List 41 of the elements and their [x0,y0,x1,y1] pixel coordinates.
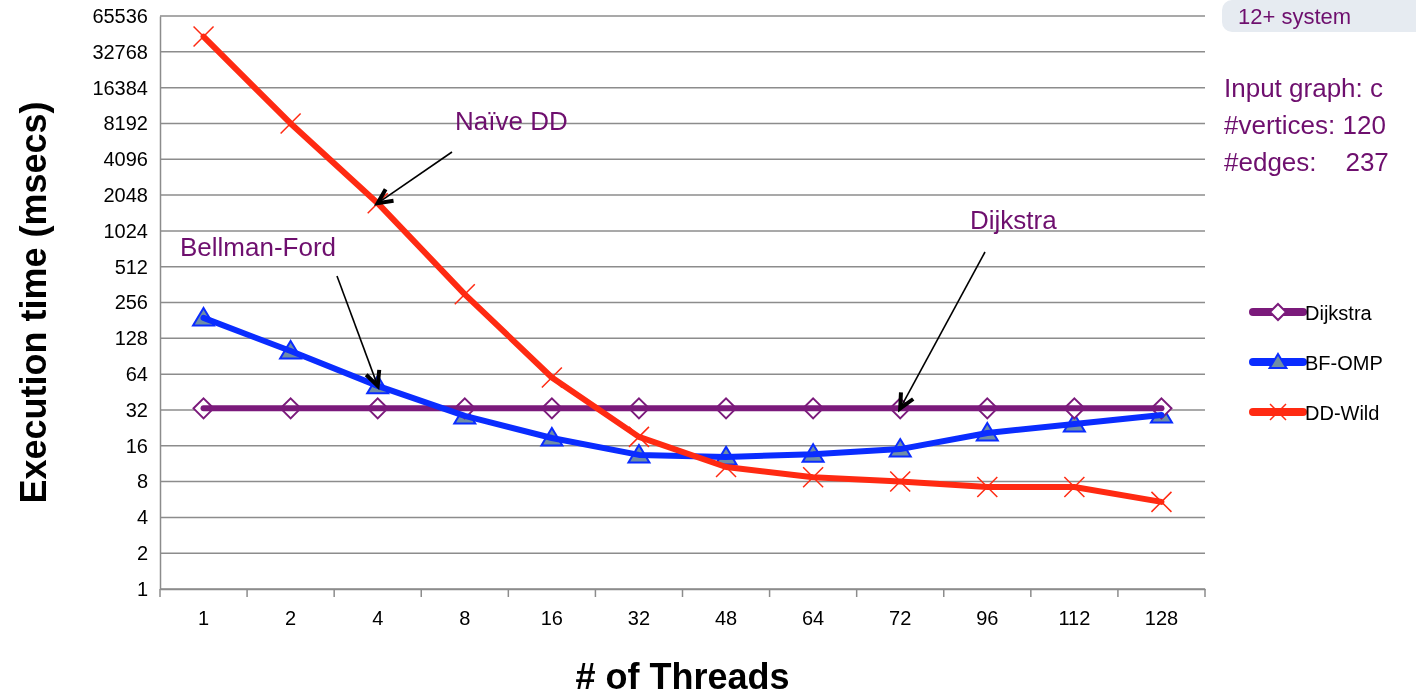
x-axis-title: # of Threads [575,656,790,693]
y-tick-label: 32 [125,398,148,421]
x-tick-label: 8 [459,607,471,630]
y-tick-label: 64 [125,363,148,386]
y-tick-label: 128 [114,327,148,350]
y-tick-label: 4096 [103,148,148,171]
x-tick-label: 1 [197,607,210,630]
y-tick-label: 2048 [103,183,148,206]
y-tick-label: 32768 [92,40,148,63]
y-tick-label: 512 [114,255,148,278]
y-tick-label: 16 [125,434,148,457]
y-tick-label: 16384 [92,76,148,99]
x-tick-label: 128 [1144,607,1179,630]
y-axis-title: Execution time (msecs) [13,101,54,504]
x-tick-label: 64 [802,607,825,630]
annotation: Naïve DD [455,106,568,136]
text: Input graph: c [1224,73,1383,103]
x-tick-label: 112 [1058,607,1091,630]
y-tick-label: 4 [136,506,148,529]
y-tick-label: 256 [114,291,148,314]
y-tick-label: 2 [136,542,148,565]
x-tick-label: 16 [540,607,563,630]
x-tick-label: 4 [372,607,384,630]
y-tick-label: 8192 [103,112,148,135]
y-tick-label: 1 [136,577,148,600]
annotation: Dijkstra [970,205,1058,235]
text: #edges: 237 [1224,147,1389,177]
annotation: Bellman-Ford [180,232,337,262]
y-tick-label: 65536 [92,4,148,27]
legend-label: DD-Wild [1305,402,1380,424]
y-tick-label: 8 [136,470,148,493]
x-tick-label: 32 [627,607,651,630]
legend-label: BF-OMP [1305,352,1383,374]
text: #vertices: 120 [1224,110,1386,140]
x-tick-label: 48 [714,607,738,630]
text: 12+ system [1238,4,1352,29]
x-tick-label: 72 [889,607,912,630]
x-tick-label: 96 [976,607,999,630]
y-tick-label: 1024 [103,219,148,242]
legend-label: Dijkstra [1305,302,1373,324]
x-tick-label: 2 [285,607,297,630]
